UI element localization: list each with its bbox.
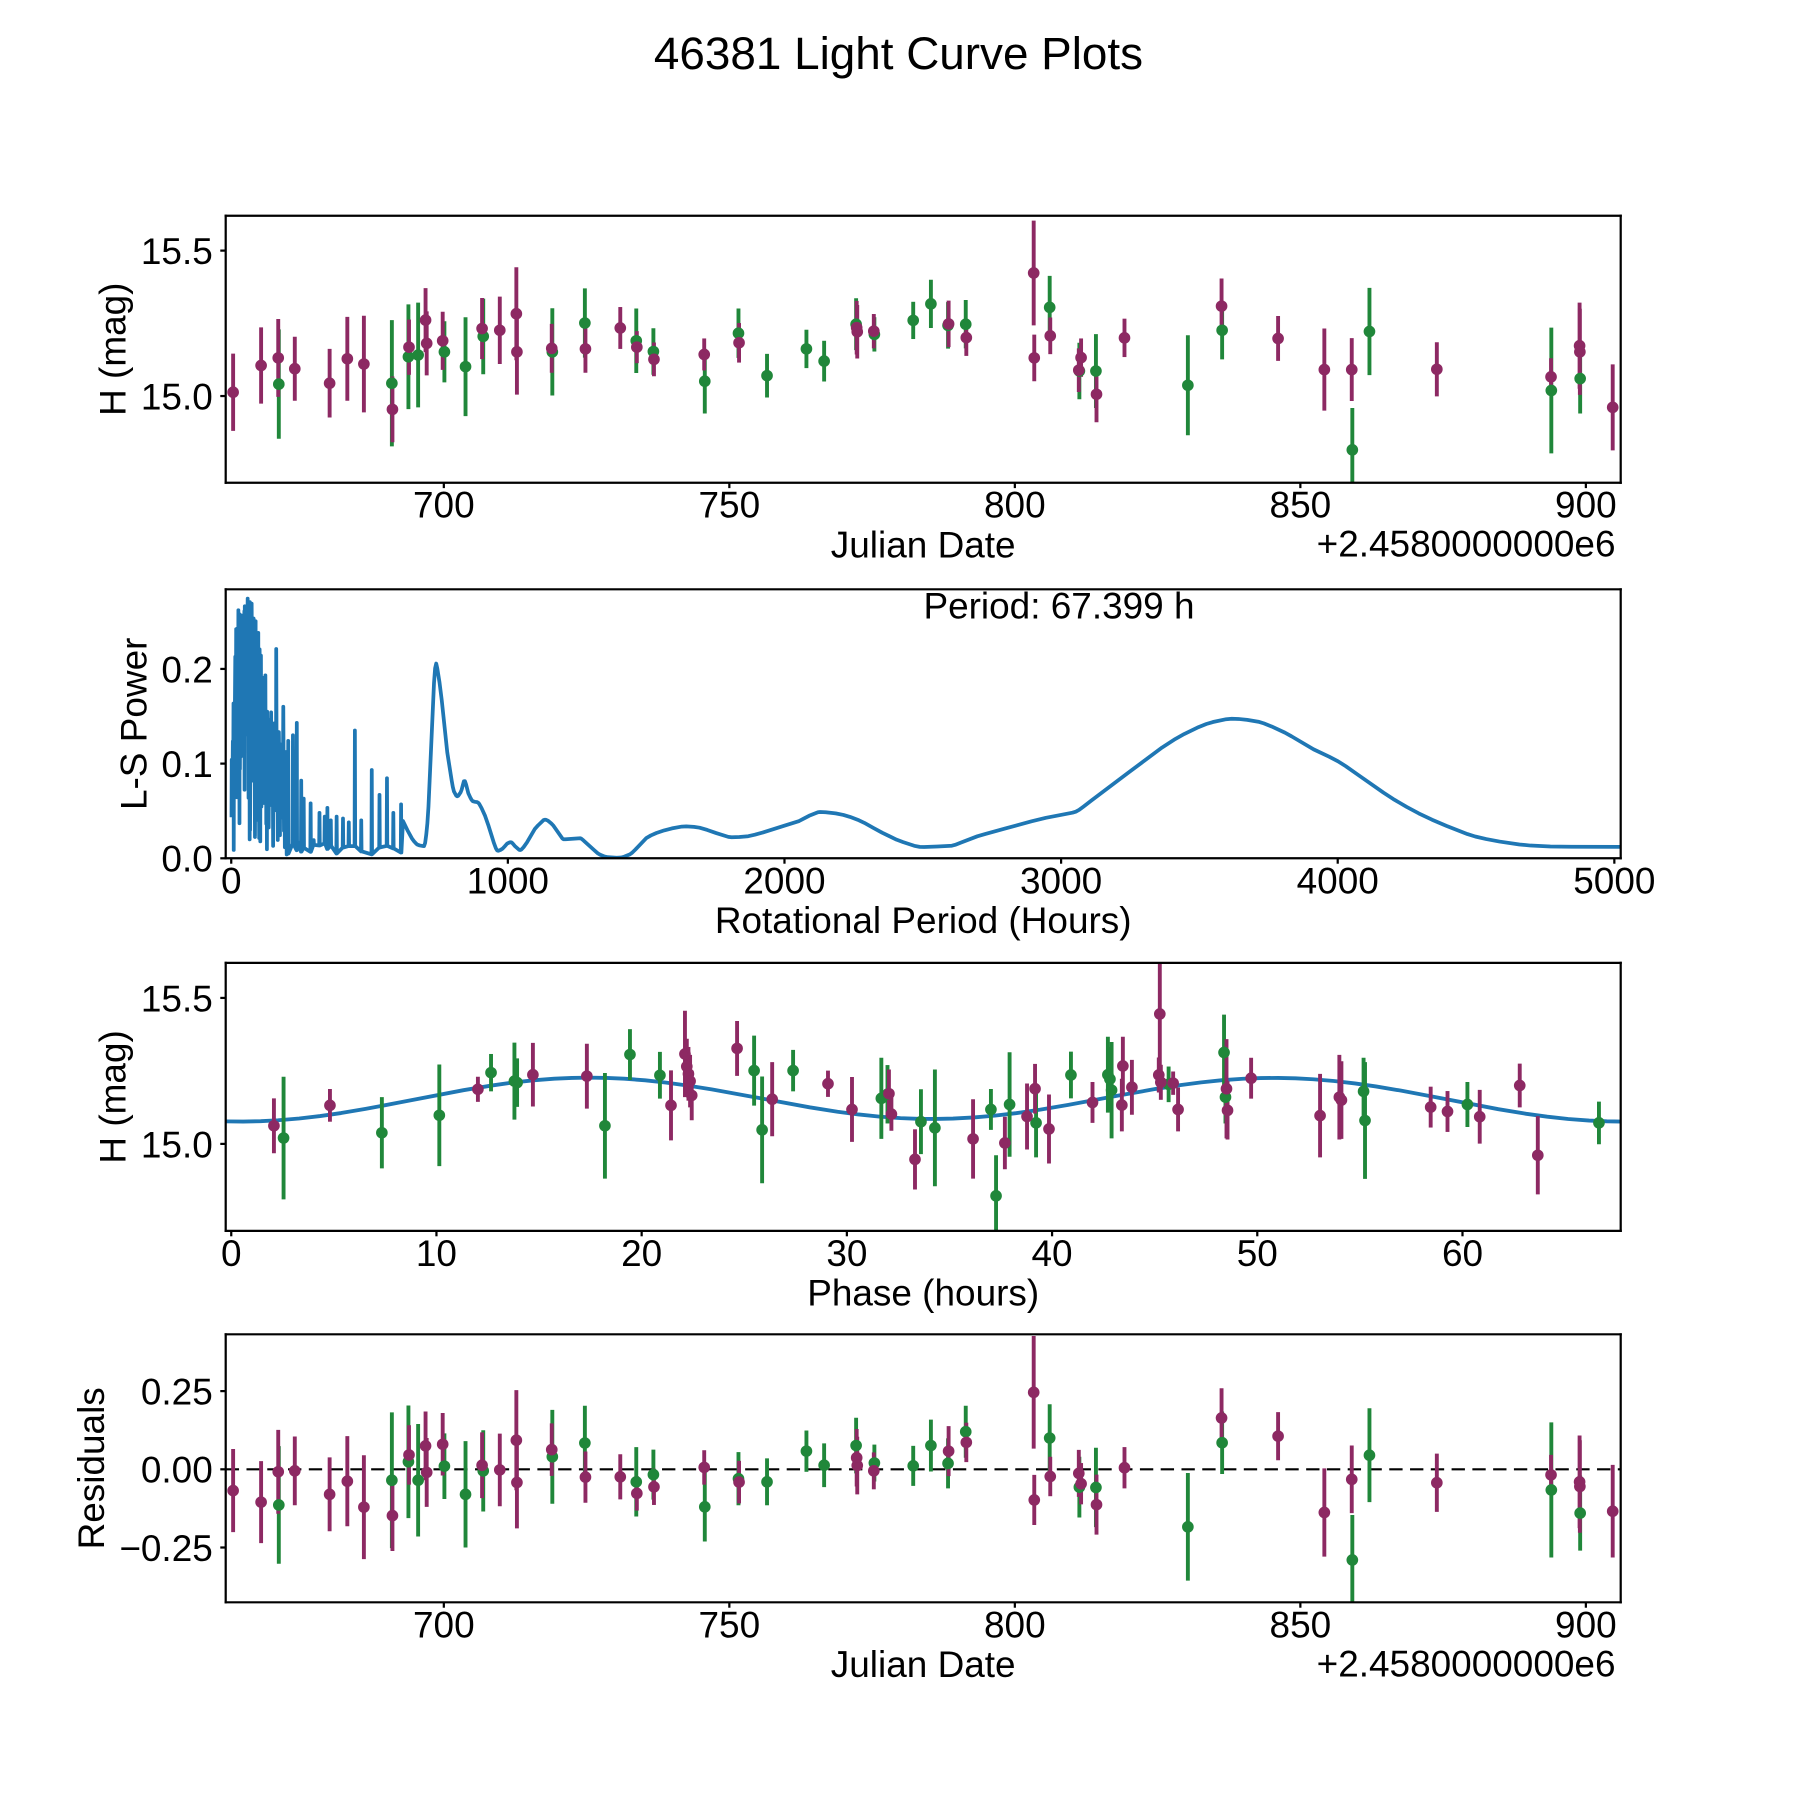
svg-text:4000: 4000 <box>1297 860 1379 901</box>
svg-text:10: 10 <box>416 1233 457 1274</box>
svg-text:900: 900 <box>1555 1604 1617 1645</box>
svg-text:800: 800 <box>984 485 1046 526</box>
svg-text:Rotational Period (Hours): Rotational Period (Hours) <box>715 900 1132 941</box>
svg-text:Julian Date: Julian Date <box>831 524 1016 565</box>
svg-text:15.5: 15.5 <box>141 978 213 1019</box>
svg-text:1000: 1000 <box>467 860 549 901</box>
svg-text:0: 0 <box>221 860 242 901</box>
svg-text:700: 700 <box>413 485 475 526</box>
svg-text:2000: 2000 <box>743 860 825 901</box>
svg-text:3000: 3000 <box>1020 860 1102 901</box>
svg-text:−0.25: −0.25 <box>119 1528 212 1569</box>
svg-text:700: 700 <box>413 1604 475 1645</box>
svg-text:750: 750 <box>699 1604 761 1645</box>
svg-text:15.0: 15.0 <box>141 1124 213 1165</box>
svg-text:+2.4580000000e6: +2.4580000000e6 <box>1317 524 1616 565</box>
svg-text:40: 40 <box>1032 1233 1073 1274</box>
svg-text:0.2: 0.2 <box>161 649 212 690</box>
svg-text:0.25: 0.25 <box>141 1371 213 1412</box>
svg-text:50: 50 <box>1237 1233 1278 1274</box>
svg-text:850: 850 <box>1270 1604 1332 1645</box>
svg-text:Phase (hours): Phase (hours) <box>807 1273 1039 1314</box>
svg-text:30: 30 <box>826 1233 867 1274</box>
svg-text:750: 750 <box>699 485 761 526</box>
svg-text:0: 0 <box>221 1233 242 1274</box>
svg-text:Period: 67.399 h: Period: 67.399 h <box>923 585 1194 626</box>
svg-text:H (mag): H (mag) <box>93 1030 134 1163</box>
svg-text:15.0: 15.0 <box>141 376 213 417</box>
svg-text:Julian Date: Julian Date <box>831 1644 1016 1685</box>
svg-text:5000: 5000 <box>1573 860 1655 901</box>
svg-text:900: 900 <box>1555 485 1617 526</box>
svg-text:+2.4580000000e6: +2.4580000000e6 <box>1317 1643 1616 1684</box>
svg-text:60: 60 <box>1442 1233 1483 1274</box>
svg-text:20: 20 <box>621 1233 662 1274</box>
svg-text:46381 Light Curve Plots: 46381 Light Curve Plots <box>654 28 1143 79</box>
svg-text:850: 850 <box>1270 485 1332 526</box>
svg-text:15.5: 15.5 <box>141 231 213 272</box>
svg-text:L-S Power: L-S Power <box>113 638 154 810</box>
svg-text:Residuals: Residuals <box>71 1387 112 1549</box>
svg-text:H (mag): H (mag) <box>93 283 134 416</box>
svg-text:0.1: 0.1 <box>161 744 212 785</box>
svg-text:800: 800 <box>984 1604 1046 1645</box>
svg-text:0.00: 0.00 <box>141 1450 213 1491</box>
svg-text:0.0: 0.0 <box>161 839 212 880</box>
